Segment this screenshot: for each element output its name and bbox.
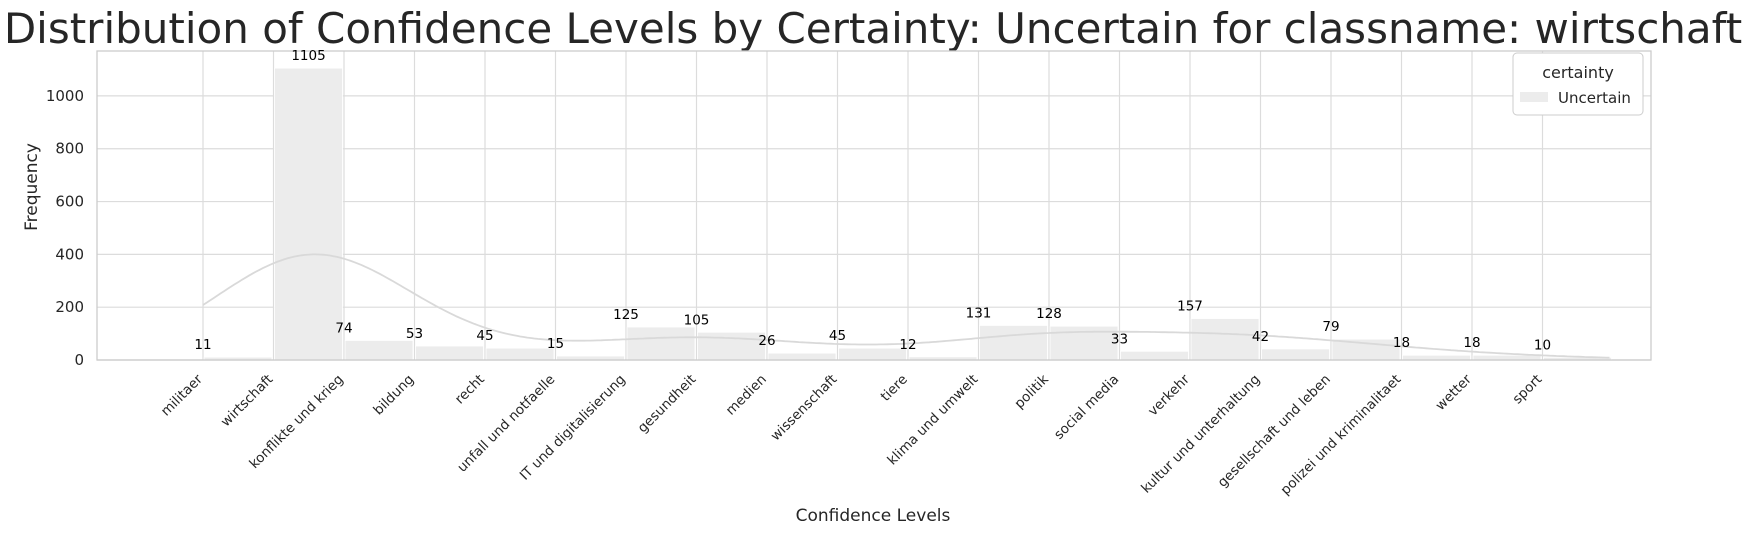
kde-curve: [202, 253, 1610, 359]
data-label: 125: [613, 307, 639, 323]
kde-layer: [202, 253, 1610, 359]
data-label: 74: [335, 320, 352, 336]
plot-frame: [96, 50, 1652, 361]
y-tick-label: 600: [55, 193, 84, 211]
grid: [97, 51, 1651, 361]
data-label: 11: [194, 337, 211, 353]
bar-konflikte-und-krieg: [344, 340, 414, 361]
data-labels: 11 1105 74 53 45 15 125 105 26 45 12 131 128 33 157 42 7…: [194, 48, 1551, 353]
bar-it-und-digitalisierung: [626, 326, 696, 361]
bar-kultur-und-unterhaltung: [1261, 348, 1330, 361]
y-tick-label: 0: [74, 351, 84, 369]
data-label: 18: [1463, 335, 1480, 351]
data-label: 18: [1393, 335, 1410, 351]
data-label: 79: [1322, 319, 1339, 335]
bar-wirtschaft: [274, 67, 343, 361]
legend-title: certainty: [1542, 63, 1614, 82]
data-label: 10: [1534, 337, 1551, 353]
data-label: 53: [406, 326, 423, 342]
bar-recht: [485, 347, 555, 361]
data-label: 45: [476, 328, 493, 344]
legend-entry-uncertain: Uncertain: [1558, 89, 1631, 107]
bar-social-media: [1120, 350, 1189, 361]
y-axis-label: Frequency: [22, 143, 42, 231]
bar-wetter: [1472, 354, 1542, 361]
y-tick-label: 200: [55, 298, 84, 316]
data-label: 131: [966, 305, 992, 321]
bar-bildung: [415, 345, 484, 361]
chart-title: Distribution of Confidence Levels by Cer…: [4, 4, 1742, 53]
data-label: 15: [547, 336, 564, 352]
y-axis-ticks: 0 200 400 600 800 1000: [46, 87, 84, 369]
data-label: 1105: [291, 48, 325, 64]
data-label: 45: [829, 328, 846, 344]
y-tick-label: 400: [55, 245, 84, 263]
data-label: 157: [1177, 299, 1203, 315]
bar-klima-und-umwelt: [979, 325, 1048, 361]
legend: certainty Uncertain: [1512, 52, 1644, 116]
legend-swatch: [1520, 92, 1548, 102]
data-label: 33: [1111, 331, 1128, 347]
bars: [203, 67, 1612, 361]
data-label: 128: [1036, 306, 1062, 322]
x-axis-label: Confidence Levels: [796, 506, 951, 526]
bar-gesundheit: [697, 331, 766, 361]
bar-wissenschaft: [838, 347, 907, 361]
bar-verkehr: [1190, 318, 1260, 361]
y-tick-label: 1000: [46, 87, 84, 105]
data-label: 26: [758, 333, 775, 349]
bar-gesellschaft-und-leben: [1331, 338, 1401, 361]
bar-polizei-und-kriminalitaet: [1402, 354, 1471, 361]
data-label: 105: [684, 312, 710, 328]
data-label: 42: [1252, 329, 1269, 345]
bar-medien: [767, 352, 837, 361]
data-label: 12: [899, 337, 916, 353]
y-tick-label: 800: [55, 140, 84, 158]
